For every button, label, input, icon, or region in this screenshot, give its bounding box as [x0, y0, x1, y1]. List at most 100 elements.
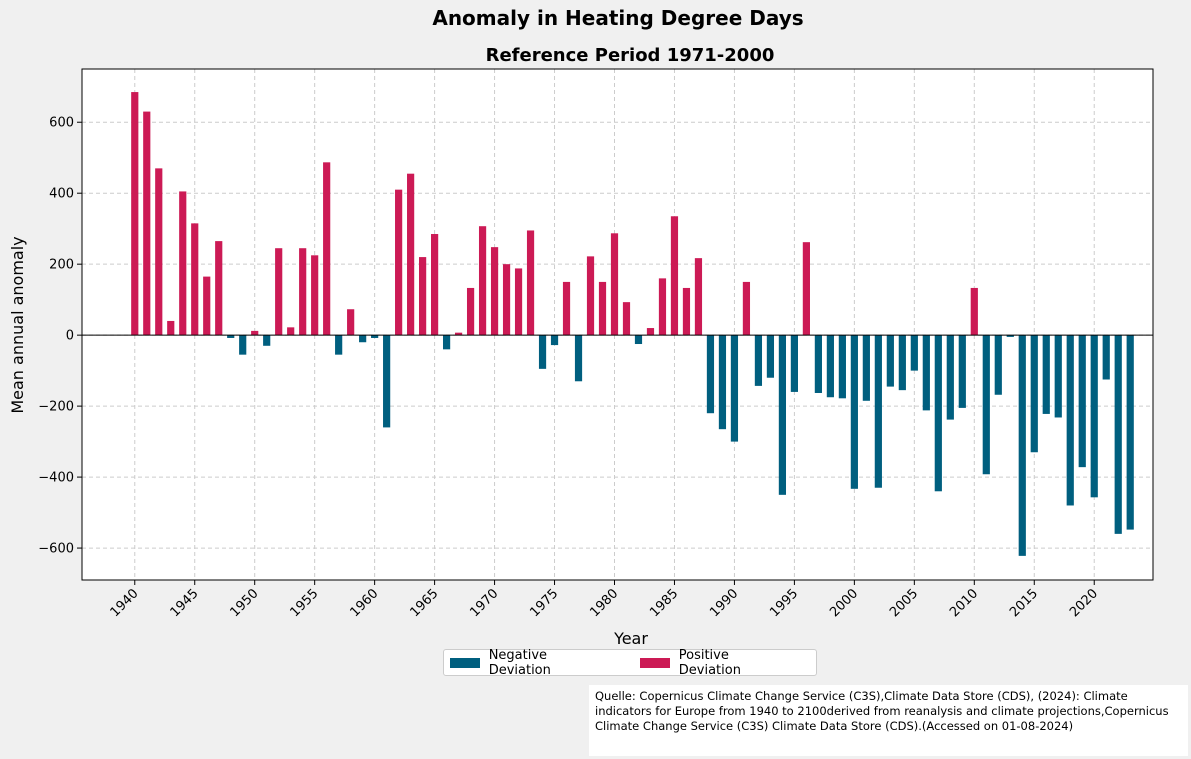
bar-1976 — [562, 281, 571, 336]
bar-1956 — [323, 162, 331, 336]
bar-1999 — [838, 335, 846, 399]
bar-2000 — [850, 335, 858, 489]
bar-2012 — [994, 335, 1002, 395]
chart-subtitle: Reference Period 1971-2000 — [486, 45, 775, 66]
x-tick-label: 1955 — [287, 586, 321, 620]
bar-2001 — [862, 335, 870, 401]
y-tick-label: 600 — [49, 116, 74, 131]
y-tick-label: −600 — [38, 542, 74, 557]
x-tick-label: 2010 — [947, 586, 981, 620]
bar-1993 — [766, 335, 775, 378]
bar-1950 — [251, 330, 259, 336]
bar-2021 — [1102, 335, 1110, 380]
bar-1984 — [658, 278, 667, 336]
y-tick-label: −200 — [38, 400, 74, 415]
source-note: Quelle: Copernicus Climate Change Servic… — [589, 685, 1188, 756]
x-tick-label: 2015 — [1007, 586, 1041, 620]
x-axis-label: Year — [613, 629, 648, 648]
bar-1964 — [419, 257, 427, 336]
bar-1992 — [754, 335, 763, 386]
bar-1972 — [514, 268, 523, 336]
legend-swatch-negative — [450, 657, 480, 668]
bar-2010 — [970, 287, 978, 336]
bar-1943 — [167, 320, 175, 336]
bar-1990 — [730, 335, 739, 442]
x-tick-label: 1965 — [407, 586, 441, 620]
bar-1967 — [454, 332, 463, 336]
bar-1940 — [131, 92, 139, 336]
bar-1960 — [371, 335, 379, 338]
bar-2015 — [1030, 335, 1038, 453]
bar-1957 — [335, 335, 343, 355]
bar-2013 — [1006, 335, 1014, 337]
x-tick-label: 2020 — [1067, 586, 1101, 620]
bar-2008 — [946, 335, 954, 420]
x-tick-label: 1960 — [347, 586, 381, 620]
bar-1985 — [670, 216, 679, 336]
bar-1962 — [395, 189, 403, 336]
bar-1979 — [598, 281, 607, 336]
bar-2002 — [874, 335, 882, 488]
bar-1970 — [490, 247, 499, 336]
bar-2017 — [1054, 335, 1062, 418]
legend-item-positive: Positive Deviation — [640, 648, 794, 678]
plot-frame — [81, 68, 1154, 581]
x-tick-label: 2005 — [887, 586, 921, 620]
bar-1949 — [239, 335, 247, 355]
bar-2009 — [958, 335, 966, 408]
x-tick-label: 2000 — [827, 586, 861, 620]
bars — [131, 92, 1134, 556]
bar-1980 — [610, 233, 619, 336]
bar-1994 — [778, 335, 787, 495]
bar-1998 — [826, 335, 834, 398]
bar-1987 — [694, 258, 703, 336]
bar-1965 — [431, 234, 439, 336]
bar-2022 — [1114, 335, 1122, 534]
bar-1942 — [155, 168, 163, 336]
bar-2020 — [1090, 335, 1098, 498]
bar-1951 — [263, 335, 271, 346]
bar-2005 — [910, 335, 918, 371]
bar-1983 — [646, 328, 655, 336]
bar-2004 — [898, 335, 906, 391]
x-tick-label: 1975 — [527, 586, 561, 620]
bar-1986 — [682, 287, 691, 336]
bar-1974 — [538, 335, 547, 369]
bar-1969 — [478, 226, 487, 336]
bar-1954 — [299, 248, 307, 336]
bar-1952 — [275, 248, 283, 336]
x-tick-label: 1990 — [707, 586, 741, 620]
bar-1947 — [215, 241, 223, 336]
y-tick-label: 400 — [49, 187, 74, 202]
bar-1946 — [203, 276, 211, 336]
bar-1989 — [718, 335, 727, 430]
bar-1997 — [814, 335, 822, 393]
bar-2023 — [1126, 335, 1134, 530]
x-tick-label: 1995 — [767, 586, 801, 620]
bar-1961 — [383, 335, 391, 428]
bar-1968 — [466, 287, 475, 336]
x-tick-label: 1970 — [467, 586, 501, 620]
bar-2007 — [934, 335, 942, 492]
bar-1975 — [550, 335, 559, 346]
x-tick-label: 1940 — [108, 586, 142, 620]
bar-1948 — [227, 335, 235, 338]
bar-1953 — [287, 327, 295, 336]
bar-1982 — [634, 335, 643, 345]
bar-1981 — [622, 302, 631, 336]
legend-label-negative: Negative Deviation — [488, 647, 551, 678]
y-axis-label: Mean annual anomaly — [8, 236, 27, 413]
x-tick-label: 1945 — [168, 586, 202, 620]
bar-1971 — [502, 264, 511, 336]
bar-1945 — [191, 223, 199, 336]
bar-2018 — [1066, 335, 1074, 506]
bar-2011 — [982, 335, 990, 475]
x-tick-label: 1980 — [587, 586, 621, 620]
bar-1991 — [742, 281, 751, 336]
legend: Negative Deviation Positive Deviation — [443, 647, 817, 678]
bar-1988 — [706, 335, 715, 414]
chart-title: Anomaly in Heating Degree Days — [432, 6, 803, 30]
bar-1963 — [407, 173, 415, 336]
bar-1973 — [526, 230, 535, 336]
legend-label-positive: Positive Deviation — [678, 647, 741, 678]
